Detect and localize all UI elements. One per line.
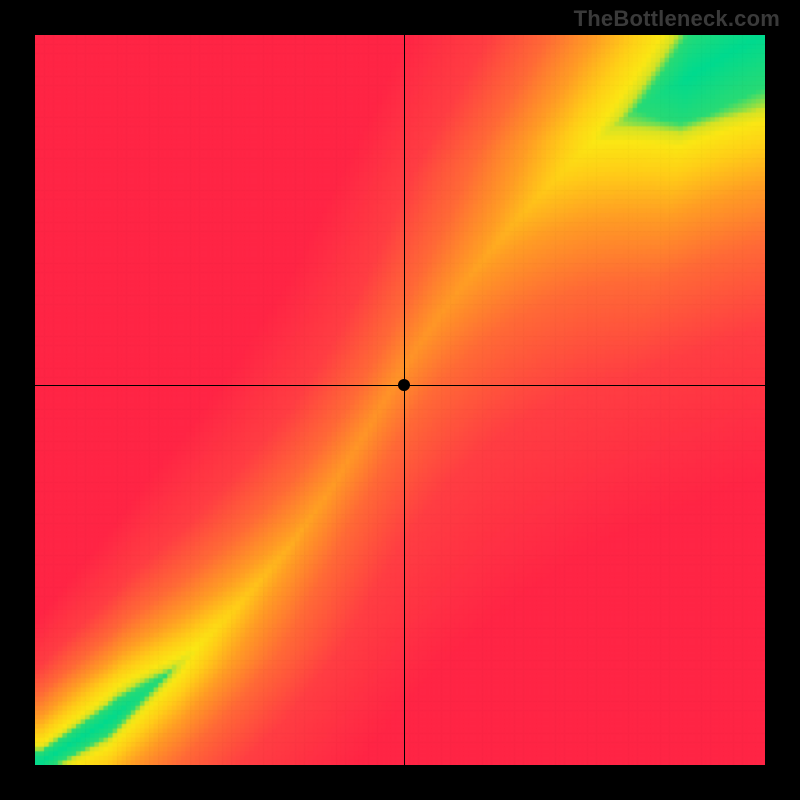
heatmap-canvas (35, 35, 765, 765)
watermark-text: TheBottleneck.com (574, 6, 780, 32)
plot-area (35, 35, 765, 765)
marker-dot (398, 379, 410, 391)
crosshair-vertical (404, 35, 405, 765)
chart-container: TheBottleneck.com (0, 0, 800, 800)
